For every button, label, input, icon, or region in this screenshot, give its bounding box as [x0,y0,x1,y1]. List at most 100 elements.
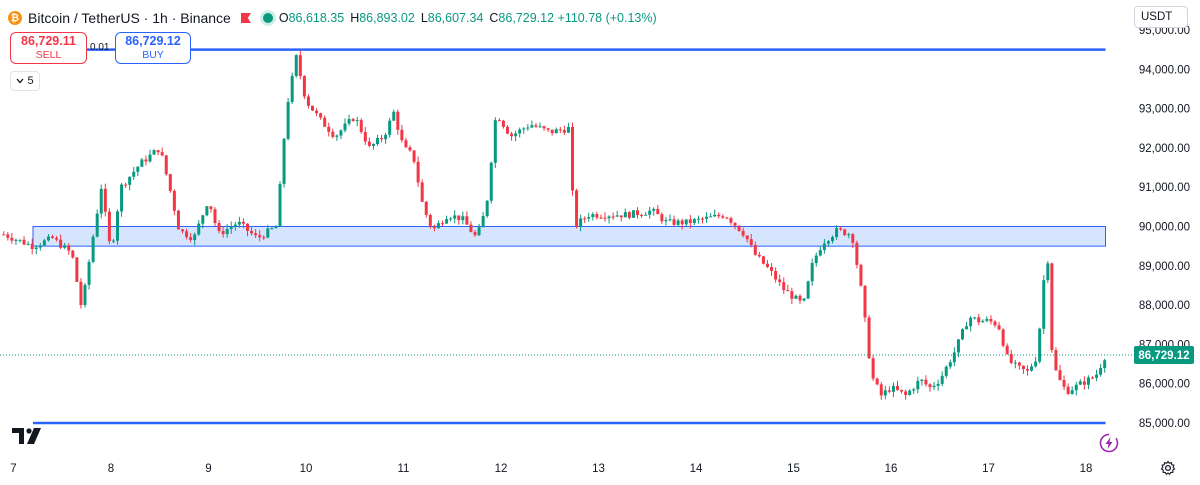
sell-label: SELL [35,49,62,61]
candle-body [940,375,944,384]
buy-price: 86,729.12 [125,34,181,48]
candle-body [278,183,282,227]
candle-body [692,219,696,224]
candle-body [965,326,969,330]
lightning-icon[interactable] [1099,433,1119,453]
candle-body [371,144,375,146]
candle-body [343,123,347,131]
candle-body [1091,377,1094,379]
candle-body [611,216,615,218]
candle-body [1078,381,1082,385]
candle-body [550,129,554,134]
price-tick-label: 85,000.00 [1139,418,1190,430]
candle-body [111,240,115,242]
candle-body [1026,369,1029,371]
candle-body [420,182,424,202]
candle-body [786,290,790,292]
candle-body [156,150,160,153]
candle-body [558,129,562,131]
candle-body [26,243,30,245]
symbol-title[interactable]: Bitcoin / TetherUS · 1h · Binance [28,10,231,26]
time-tick-label: 16 [885,463,898,475]
candle-body [721,216,725,218]
candle-body [140,159,144,167]
spread-value: 0.01 [90,42,110,53]
candle-body [510,133,514,137]
candle-body [400,129,404,141]
candle-body [847,234,851,236]
candles [2,50,1107,400]
candle-body [831,237,834,242]
time-tick-label: 10 [300,463,313,475]
candle-body [1086,377,1090,385]
candle-body [457,215,461,221]
candle-body [1030,366,1034,371]
candle-body [469,224,473,232]
candle-body [843,229,847,236]
candle-body [989,318,993,322]
candle-body [2,234,6,236]
candle-body [904,391,908,395]
candle-body [737,225,741,231]
candle-body [640,215,644,217]
candle-body [851,234,855,243]
flag-icon[interactable] [240,13,251,23]
candle-body [22,239,26,245]
candle-body [952,352,956,363]
horizontal-lines[interactable] [33,48,1106,425]
candle-body [6,234,10,238]
currency-selector[interactable]: USDT [1134,6,1188,28]
candle-body [644,214,648,216]
candle-body [282,138,286,184]
candle-body [587,217,591,219]
candle-body [392,111,396,121]
candle-body [631,210,635,218]
candle-body [896,385,899,390]
candle-body [116,211,119,241]
candle-body [778,279,782,283]
candle-body [981,320,985,323]
candle-body [335,135,339,137]
candle-body [258,235,262,238]
candle-body [1054,350,1058,371]
candle-body [128,176,132,185]
candle-body [806,281,810,299]
candle-body [583,218,587,220]
candle-body [770,267,774,271]
candle-body [485,200,489,217]
candle-body [87,261,91,285]
time-tick-label: 7 [10,463,16,475]
candle-body [46,236,50,241]
candle-body [912,389,916,391]
candle-body [810,263,814,282]
settings-icon[interactable] [1160,460,1176,476]
indicators-toggle-button[interactable]: 5 [10,71,40,91]
candle-body [189,237,193,241]
candle-body [696,218,700,220]
buy-button[interactable]: 86,729.12 BUY [115,32,191,64]
ohlc-key: H [350,11,360,25]
candle-body [1046,263,1050,281]
candle-body [10,237,14,241]
candle-body [201,215,205,224]
tradingview-logo-icon[interactable] [12,428,42,444]
candle-body [900,389,904,392]
candle-body [916,380,920,390]
price-axis[interactable]: 85,000.0086,000.0087,000.0088,000.0089,0… [1139,25,1190,430]
candle-body [688,219,692,224]
ohlc-key: O [278,11,289,25]
candle-body [855,242,859,265]
candle-body [1082,381,1086,385]
ohlc-value: 86,729.12 +110.78 (+0.13%) [498,11,657,25]
sell-button[interactable]: 86,729.11 SELL [10,32,87,64]
candle-body [1013,362,1017,364]
candle-body [18,239,22,241]
candle-body [132,171,136,177]
candle-body [526,127,530,129]
candle-body [441,223,444,225]
time-axis[interactable]: 7 8 9 10 11 12 13 14 15 16 17 18 [10,463,1092,475]
candle-body [879,384,883,396]
candle-body [948,362,952,367]
candle-body [241,221,245,224]
